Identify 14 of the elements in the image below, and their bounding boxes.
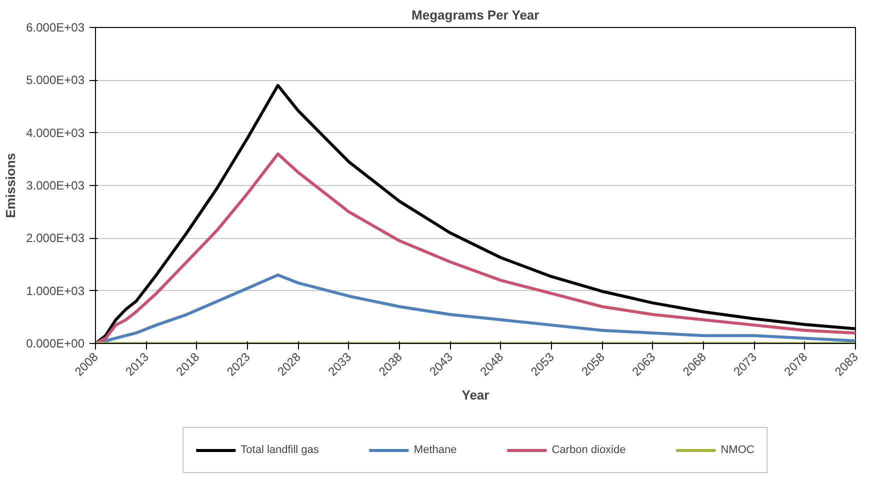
y-tick-label: 1.000E+03 (26, 284, 85, 298)
legend-label: Carbon dioxide (552, 444, 626, 456)
legend-label: Methane (414, 444, 457, 456)
legend-label: Total landfill gas (240, 444, 319, 456)
y-tick-label: 0.000E+00 (26, 336, 85, 350)
y-tick-label: 3.000E+03 (26, 178, 85, 192)
y-tick-label: 6.000E+03 (26, 20, 85, 34)
y-tick-label: 5.000E+03 (26, 73, 85, 88)
y-axis-title: Emissions (3, 152, 18, 218)
y-tick-label: 4.000E+03 (26, 126, 85, 140)
chart-title: Megagrams Per Year (412, 8, 540, 22)
y-tick-label: 2.000E+03 (26, 231, 85, 246)
legend-label: NMOC (720, 444, 754, 456)
x-axis-title: Year (462, 388, 490, 403)
